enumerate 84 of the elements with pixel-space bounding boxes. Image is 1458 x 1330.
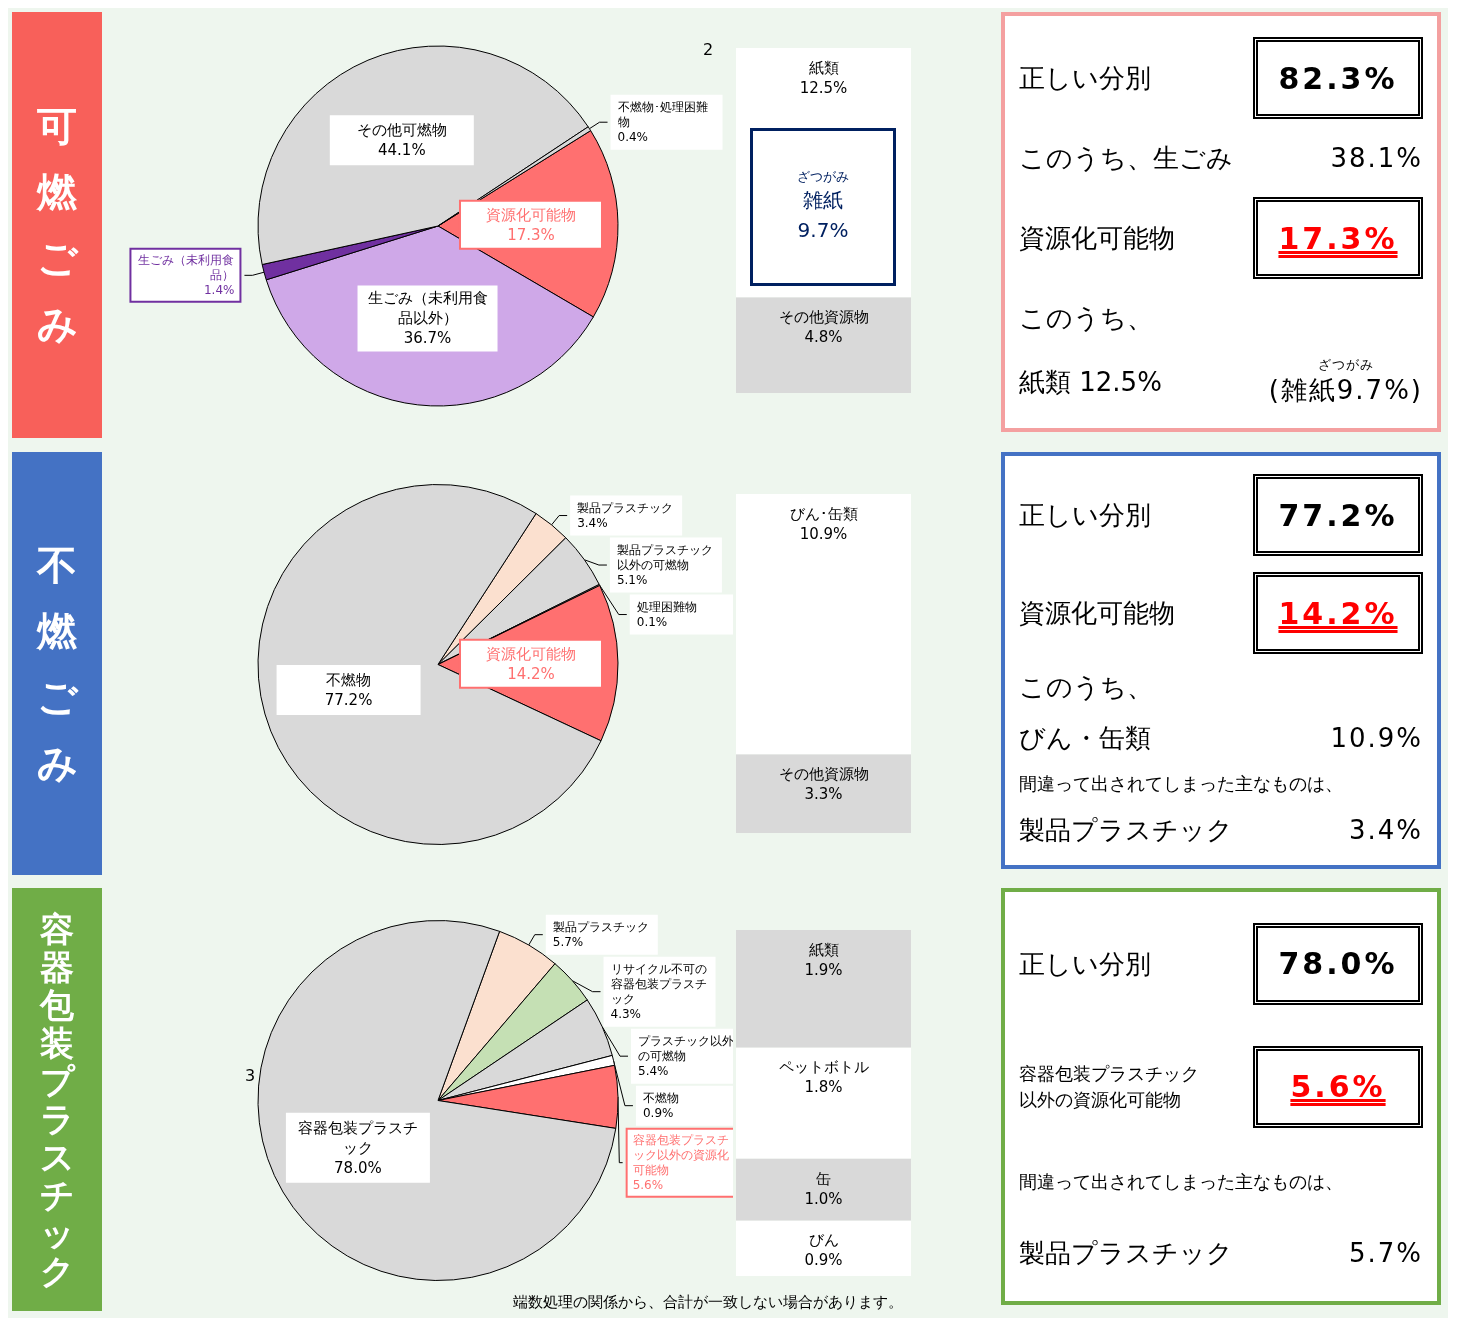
- data-label: 3.4%: [577, 516, 608, 531]
- slice-label: 生ごみ（未利用食品以外）: [367, 289, 488, 328]
- annotation: 9.7%: [797, 217, 849, 244]
- text: 82.3%: [1253, 37, 1423, 119]
- text: 可燃ごみ: [36, 102, 78, 349]
- text: 資源化可能物: [1019, 597, 1175, 631]
- text: 5.6%: [1253, 1045, 1423, 1128]
- data-label: 5.4%: [638, 1064, 669, 1079]
- text: 資源化可能物: [1019, 222, 1175, 255]
- slice-label: 処理困難物: [636, 600, 697, 615]
- text: 端数処理の関係から、合計が一致しない場合があります。: [513, 1293, 903, 1312]
- series-label: その他資源物: [778, 308, 869, 327]
- series-label: ペットボトル: [778, 1058, 869, 1077]
- slice-label: 製品プラスチック: [577, 501, 674, 516]
- slice-label: 容器包装プラスチック以外の資源化可能物: [632, 1133, 729, 1178]
- data-label: 0.9%: [642, 1106, 674, 1121]
- slice-label: 不燃物･処理困難物: [617, 100, 708, 130]
- text: 10.9%: [1330, 721, 1423, 755]
- text: びん・缶類: [1019, 721, 1151, 755]
- text: 77.2%: [1253, 474, 1423, 557]
- data-label: 14.2%: [507, 664, 555, 683]
- series-label: 紙類: [808, 59, 839, 77]
- annotation: ざつがみ: [797, 169, 849, 185]
- text: 正しい分別: [1019, 499, 1151, 533]
- text: 間違って出されてしまった主なものは、: [1019, 1170, 1343, 1195]
- data-label: 0.4%: [617, 130, 649, 145]
- text: 紙類 12.5%: [1019, 366, 1162, 399]
- text: 正しい分別: [1019, 947, 1151, 981]
- text: 製品プラスチック: [1019, 813, 1233, 847]
- text: 3: [245, 1066, 256, 1085]
- text: 容器包装プラスチック以外の資源化可能物: [1019, 1061, 1200, 1112]
- chart-title: 容器包装プラスチック: [39, 908, 75, 1291]
- text: 不燃ごみ: [36, 540, 78, 788]
- data-label: 77.2%: [324, 691, 373, 710]
- slice-label: 生ごみ（未利用食品）: [138, 253, 235, 283]
- text: 17.3%: [1253, 197, 1423, 279]
- slice-label: その他可燃物: [356, 121, 447, 140]
- series-label: 紙類: [808, 941, 839, 959]
- data-label: 78.0%: [334, 1158, 382, 1177]
- slice-label: 不燃物: [326, 671, 372, 690]
- text: 5.7%: [1348, 1237, 1423, 1271]
- text: このうち、: [1019, 302, 1153, 335]
- text: 3.4%: [1348, 813, 1423, 847]
- slice-label: リサイクル不可の容器包装プラスチック: [610, 962, 707, 1007]
- slice-label: プラスチック以外の可燃物: [638, 1034, 734, 1064]
- slice-label: 製品プラスチック: [552, 920, 649, 935]
- data-label: 5.7%: [552, 935, 584, 950]
- text: (雑紙9.7%): [1268, 374, 1423, 407]
- text: ざつがみ: [1316, 357, 1375, 373]
- series-label: びん: [808, 1231, 839, 1250]
- data-label: 4.8%: [804, 328, 843, 347]
- slice-label: 資源化可能物: [485, 205, 576, 224]
- series-label: その他資源物: [778, 765, 869, 784]
- text: このうち、生ごみ: [1019, 142, 1233, 175]
- data-label: 1.4%: [203, 283, 235, 298]
- text: 2: [703, 40, 714, 59]
- data-label: 3.3%: [804, 785, 843, 804]
- text: 38.1%: [1330, 142, 1423, 175]
- slice-label: 製品プラスチック以外の可燃物: [616, 543, 713, 573]
- text: 間違って出されてしまった主なものは、: [1019, 771, 1343, 796]
- data-label: 17.3%: [507, 225, 555, 244]
- data-label: 1.0%: [804, 1189, 843, 1208]
- slice-label: 不燃物: [642, 1091, 679, 1106]
- data-label: 0.1%: [636, 615, 668, 630]
- text: 14.2%: [1253, 572, 1423, 655]
- data-label: 5.1%: [616, 573, 648, 588]
- data-label: 12.5%: [799, 79, 848, 97]
- data-label: 1.8%: [804, 1078, 843, 1097]
- data-label: 4.3%: [610, 1007, 642, 1022]
- series-label: びん･缶類: [789, 505, 858, 523]
- text: 製品プラスチック: [1019, 1237, 1233, 1271]
- data-label: 5.6%: [632, 1178, 664, 1193]
- series-label: 缶: [816, 1169, 831, 1188]
- data-label: 1.9%: [804, 961, 843, 979]
- text: このうち、: [1019, 671, 1153, 705]
- slice-label: 資源化可能物: [486, 644, 576, 663]
- data-label: 10.9%: [799, 525, 848, 543]
- text: 78.0%: [1253, 922, 1423, 1005]
- data-label: 44.1%: [377, 141, 426, 160]
- slice-label: 容器包装プラスチック: [297, 1118, 418, 1157]
- data-label: 0.9%: [804, 1251, 843, 1270]
- data-label: 36.7%: [403, 329, 452, 348]
- text: 正しい分別: [1019, 62, 1151, 95]
- annotation: 雑紙: [803, 187, 843, 214]
